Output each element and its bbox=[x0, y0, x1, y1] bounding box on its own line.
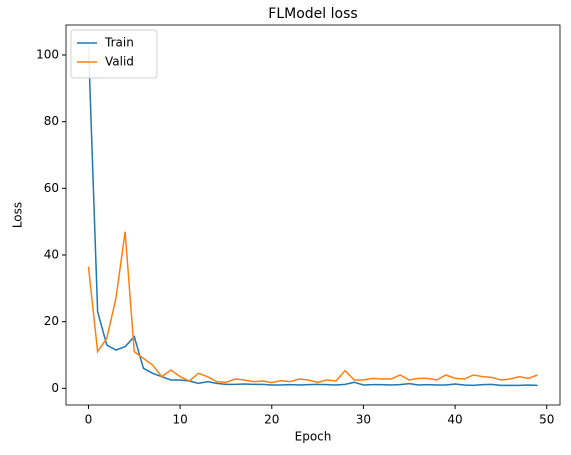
legend-label: Valid bbox=[105, 55, 134, 69]
x-tick-label: 50 bbox=[539, 413, 554, 427]
x-axis-label: Epoch bbox=[295, 430, 332, 444]
y-tick-label: 0 bbox=[51, 381, 59, 395]
y-axis-label: Loss bbox=[11, 202, 25, 228]
y-tick-label: 100 bbox=[36, 48, 59, 62]
plot-frame bbox=[65, 24, 561, 406]
y-tick-label: 60 bbox=[44, 181, 59, 195]
y-tick-label: 80 bbox=[44, 114, 59, 128]
legend-box bbox=[70, 29, 158, 79]
x-tick-label: 40 bbox=[447, 413, 462, 427]
legend-label: Train bbox=[104, 36, 134, 50]
x-tick-label: 20 bbox=[264, 413, 279, 427]
x-tick-label: 0 bbox=[85, 413, 93, 427]
line-series bbox=[87, 231, 538, 384]
line-series bbox=[87, 44, 538, 387]
x-tick-label: 10 bbox=[172, 413, 187, 427]
chart-title: FLModel loss bbox=[268, 6, 357, 22]
y-tick-label: 40 bbox=[44, 248, 59, 262]
x-tick-label: 30 bbox=[356, 413, 371, 427]
y-tick-label: 20 bbox=[44, 314, 59, 328]
